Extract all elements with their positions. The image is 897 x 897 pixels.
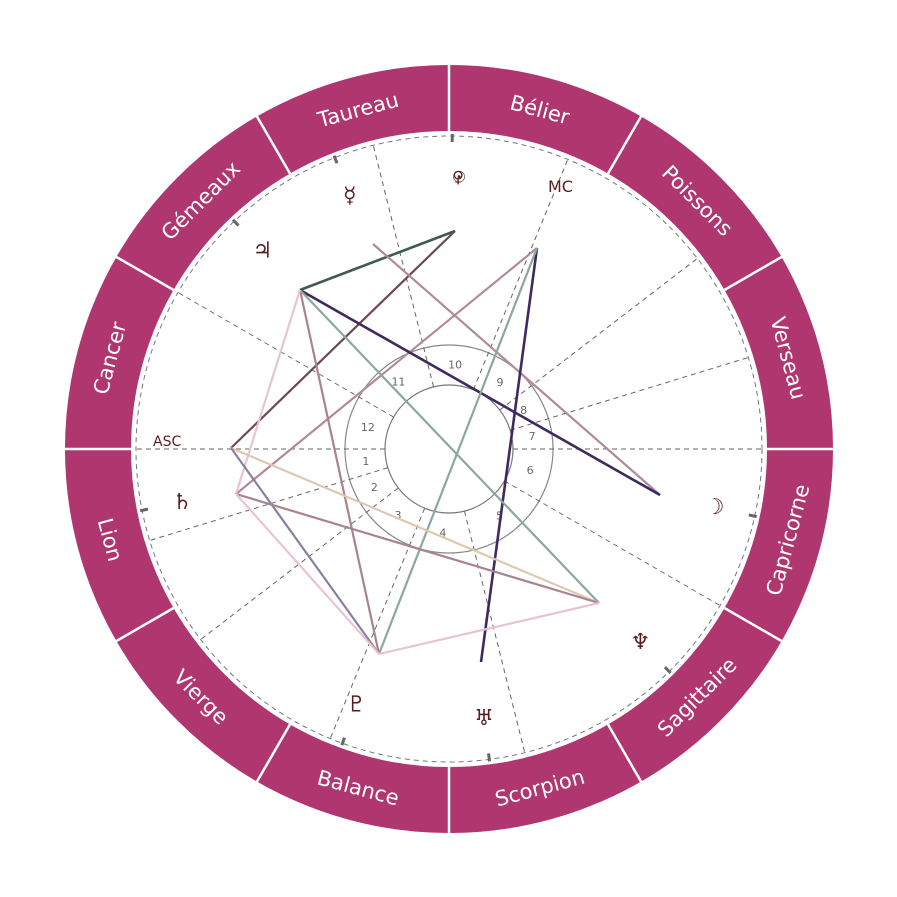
aspect-line	[299, 229, 456, 292]
aspect-line	[377, 247, 539, 655]
planet-tick	[139, 507, 149, 513]
uranus-icon: ♅	[474, 706, 494, 731]
aspect-line	[235, 492, 600, 605]
inner-wheel: 123456789101112	[135, 135, 763, 763]
moon-icon: ☽	[705, 495, 725, 520]
house-cusp	[329, 508, 426, 739]
house-number: 7	[529, 430, 536, 443]
aspect-line	[230, 447, 380, 655]
aspect-line	[235, 493, 380, 655]
aspect-line	[378, 601, 600, 656]
planet-tick	[231, 218, 240, 227]
aspect-line	[372, 243, 661, 496]
house-number: 2	[371, 481, 378, 494]
mercury-icon: ☿	[343, 183, 357, 208]
saturn-icon: ♄	[172, 490, 192, 515]
outer-dashed-circle	[135, 135, 763, 763]
aspect-line	[230, 446, 600, 605]
house-cusp	[499, 258, 698, 411]
sign-divider	[254, 723, 292, 784]
sun-venus-icon: ☉♀	[453, 171, 465, 186]
house-cusp	[510, 357, 749, 431]
sign-divider	[114, 254, 175, 292]
house-cusp	[372, 145, 435, 388]
house-cusp	[504, 480, 721, 606]
aspect-line	[299, 289, 600, 604]
planet-tick	[340, 737, 346, 746]
pluto-icon: ♇	[347, 692, 367, 717]
planet-tick	[748, 513, 757, 519]
aspect-line	[479, 247, 539, 663]
neptune-icon: ♆	[630, 630, 650, 655]
house-cusp	[149, 467, 388, 541]
sign-divider	[114, 606, 175, 644]
planet-tick	[332, 155, 339, 164]
planet-glyphs: ☉♀ ☿ ♃ ♄ ♇ ♅ ♆ ☽	[139, 134, 757, 762]
aspect-line	[230, 230, 456, 449]
zodiac-ring: BélierTaureauGémeauxCancerLionViergeBala…	[63, 63, 835, 835]
aspect-line	[298, 289, 381, 655]
house-number: 1	[362, 455, 369, 468]
house-number: 6	[527, 464, 534, 477]
house-cusp	[200, 487, 399, 640]
house-number: 3	[394, 509, 401, 522]
house-number: 12	[361, 421, 375, 434]
house-number: 9	[497, 376, 504, 389]
asc-label: ASC	[153, 434, 181, 450]
jupiter-icon: ♃	[253, 239, 273, 264]
house-number: 10	[448, 359, 462, 372]
sign-divider	[606, 723, 644, 784]
house-cusp	[463, 510, 526, 753]
aspect-line	[234, 289, 302, 495]
house-number: 4	[439, 526, 446, 539]
aspect-line	[235, 247, 538, 495]
mc-label: MC	[548, 177, 573, 196]
house-number: 11	[391, 375, 405, 388]
sign-divider	[723, 254, 784, 292]
sign-divider	[606, 114, 644, 175]
planet-tick	[663, 666, 672, 674]
sign-divider	[723, 606, 784, 644]
house-cusp	[177, 292, 394, 418]
planet-tick	[487, 753, 492, 762]
sign-divider	[254, 114, 292, 175]
house-number: 8	[520, 404, 527, 417]
house-cusp	[472, 159, 569, 390]
aspect-lines	[230, 229, 661, 663]
